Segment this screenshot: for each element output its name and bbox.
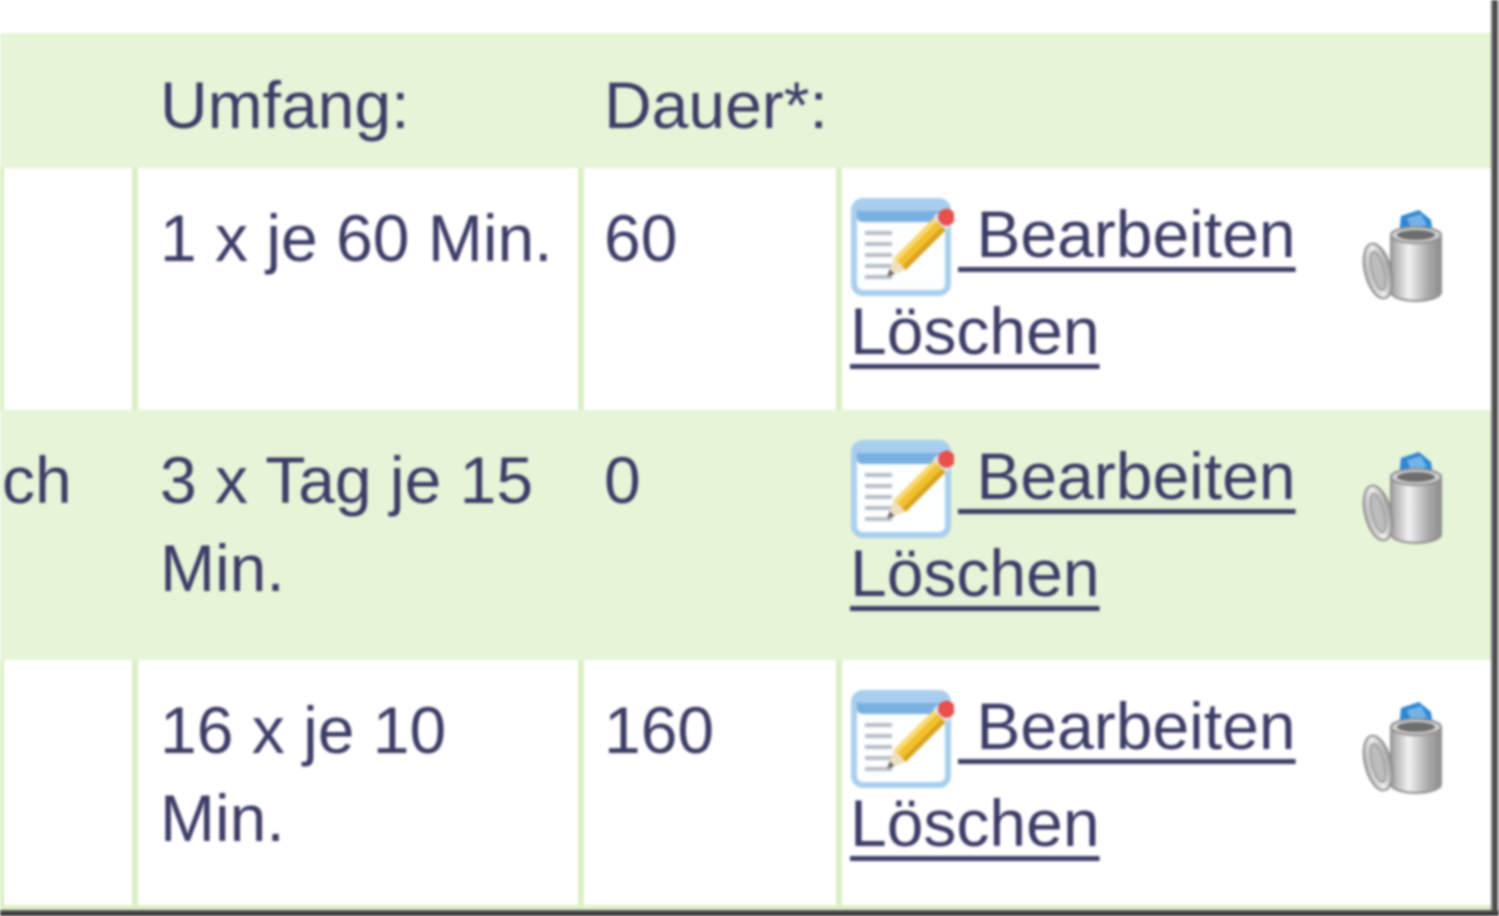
- cell-separator: [0, 660, 4, 905]
- cell-separator: [836, 168, 842, 410]
- loeschen-link[interactable]: Löschen: [850, 785, 1100, 860]
- window-edge-right: [1491, 0, 1499, 916]
- actions-cell: Bearbeiten Löschen: [842, 660, 1491, 905]
- actions-cell: Bearbeiten Löschen: [842, 410, 1491, 660]
- cell-separator: [132, 660, 138, 905]
- actions-cell: Bearbeiten Löschen: [842, 168, 1491, 410]
- umfang-cell: 16 x je 10 Min.: [160, 693, 447, 855]
- cell-separator: [0, 168, 4, 410]
- header-dauer: Dauer*:: [604, 68, 828, 142]
- table-row: ch 3 x Tag je 15 Min. 0 Bearbeiten Lös: [0, 410, 1491, 660]
- trash-bin-icon[interactable]: [1357, 208, 1445, 304]
- trash-bin-icon[interactable]: [1357, 450, 1445, 546]
- loeschen-link[interactable]: Löschen: [850, 293, 1100, 368]
- dauer-cell: 60: [604, 201, 678, 275]
- dauer-cell: 0: [604, 443, 641, 517]
- cell-separator: [578, 168, 584, 410]
- table-row: 1 x je 60 Min. 60 Bearbeiten Löschen: [0, 168, 1491, 410]
- row-left-cell: [0, 660, 132, 905]
- cell-separator: [578, 660, 584, 905]
- cell-separator: [132, 168, 138, 410]
- loeschen-link[interactable]: Löschen: [850, 535, 1100, 610]
- bearbeiten-link[interactable]: Bearbeiten: [958, 439, 1296, 513]
- header-umfang: Umfang:: [160, 68, 410, 142]
- umfang-cell: 1 x je 60 Min.: [160, 201, 553, 275]
- edit-icon[interactable]: [850, 195, 954, 299]
- trash-bin-icon[interactable]: [1357, 700, 1445, 796]
- table-header-row: Umfang: Dauer*:: [0, 33, 1491, 168]
- edit-icon[interactable]: [850, 437, 954, 541]
- bearbeiten-link[interactable]: Bearbeiten: [958, 197, 1296, 271]
- cell-separator: [836, 660, 842, 905]
- row-left-cell: ch: [2, 443, 72, 517]
- umfang-cell: 3 x Tag je 15 Min.: [160, 443, 534, 605]
- table-row: 16 x je 10 Min. 160 Bearbeiten Löschen: [0, 660, 1491, 905]
- next-row-sliver: [0, 905, 1491, 911]
- row-left-cell: [0, 168, 132, 410]
- bearbeiten-link[interactable]: Bearbeiten: [958, 689, 1296, 763]
- edit-icon[interactable]: [850, 687, 954, 791]
- dauer-cell: 160: [604, 693, 715, 767]
- window-edge-bottom: [0, 910, 1499, 916]
